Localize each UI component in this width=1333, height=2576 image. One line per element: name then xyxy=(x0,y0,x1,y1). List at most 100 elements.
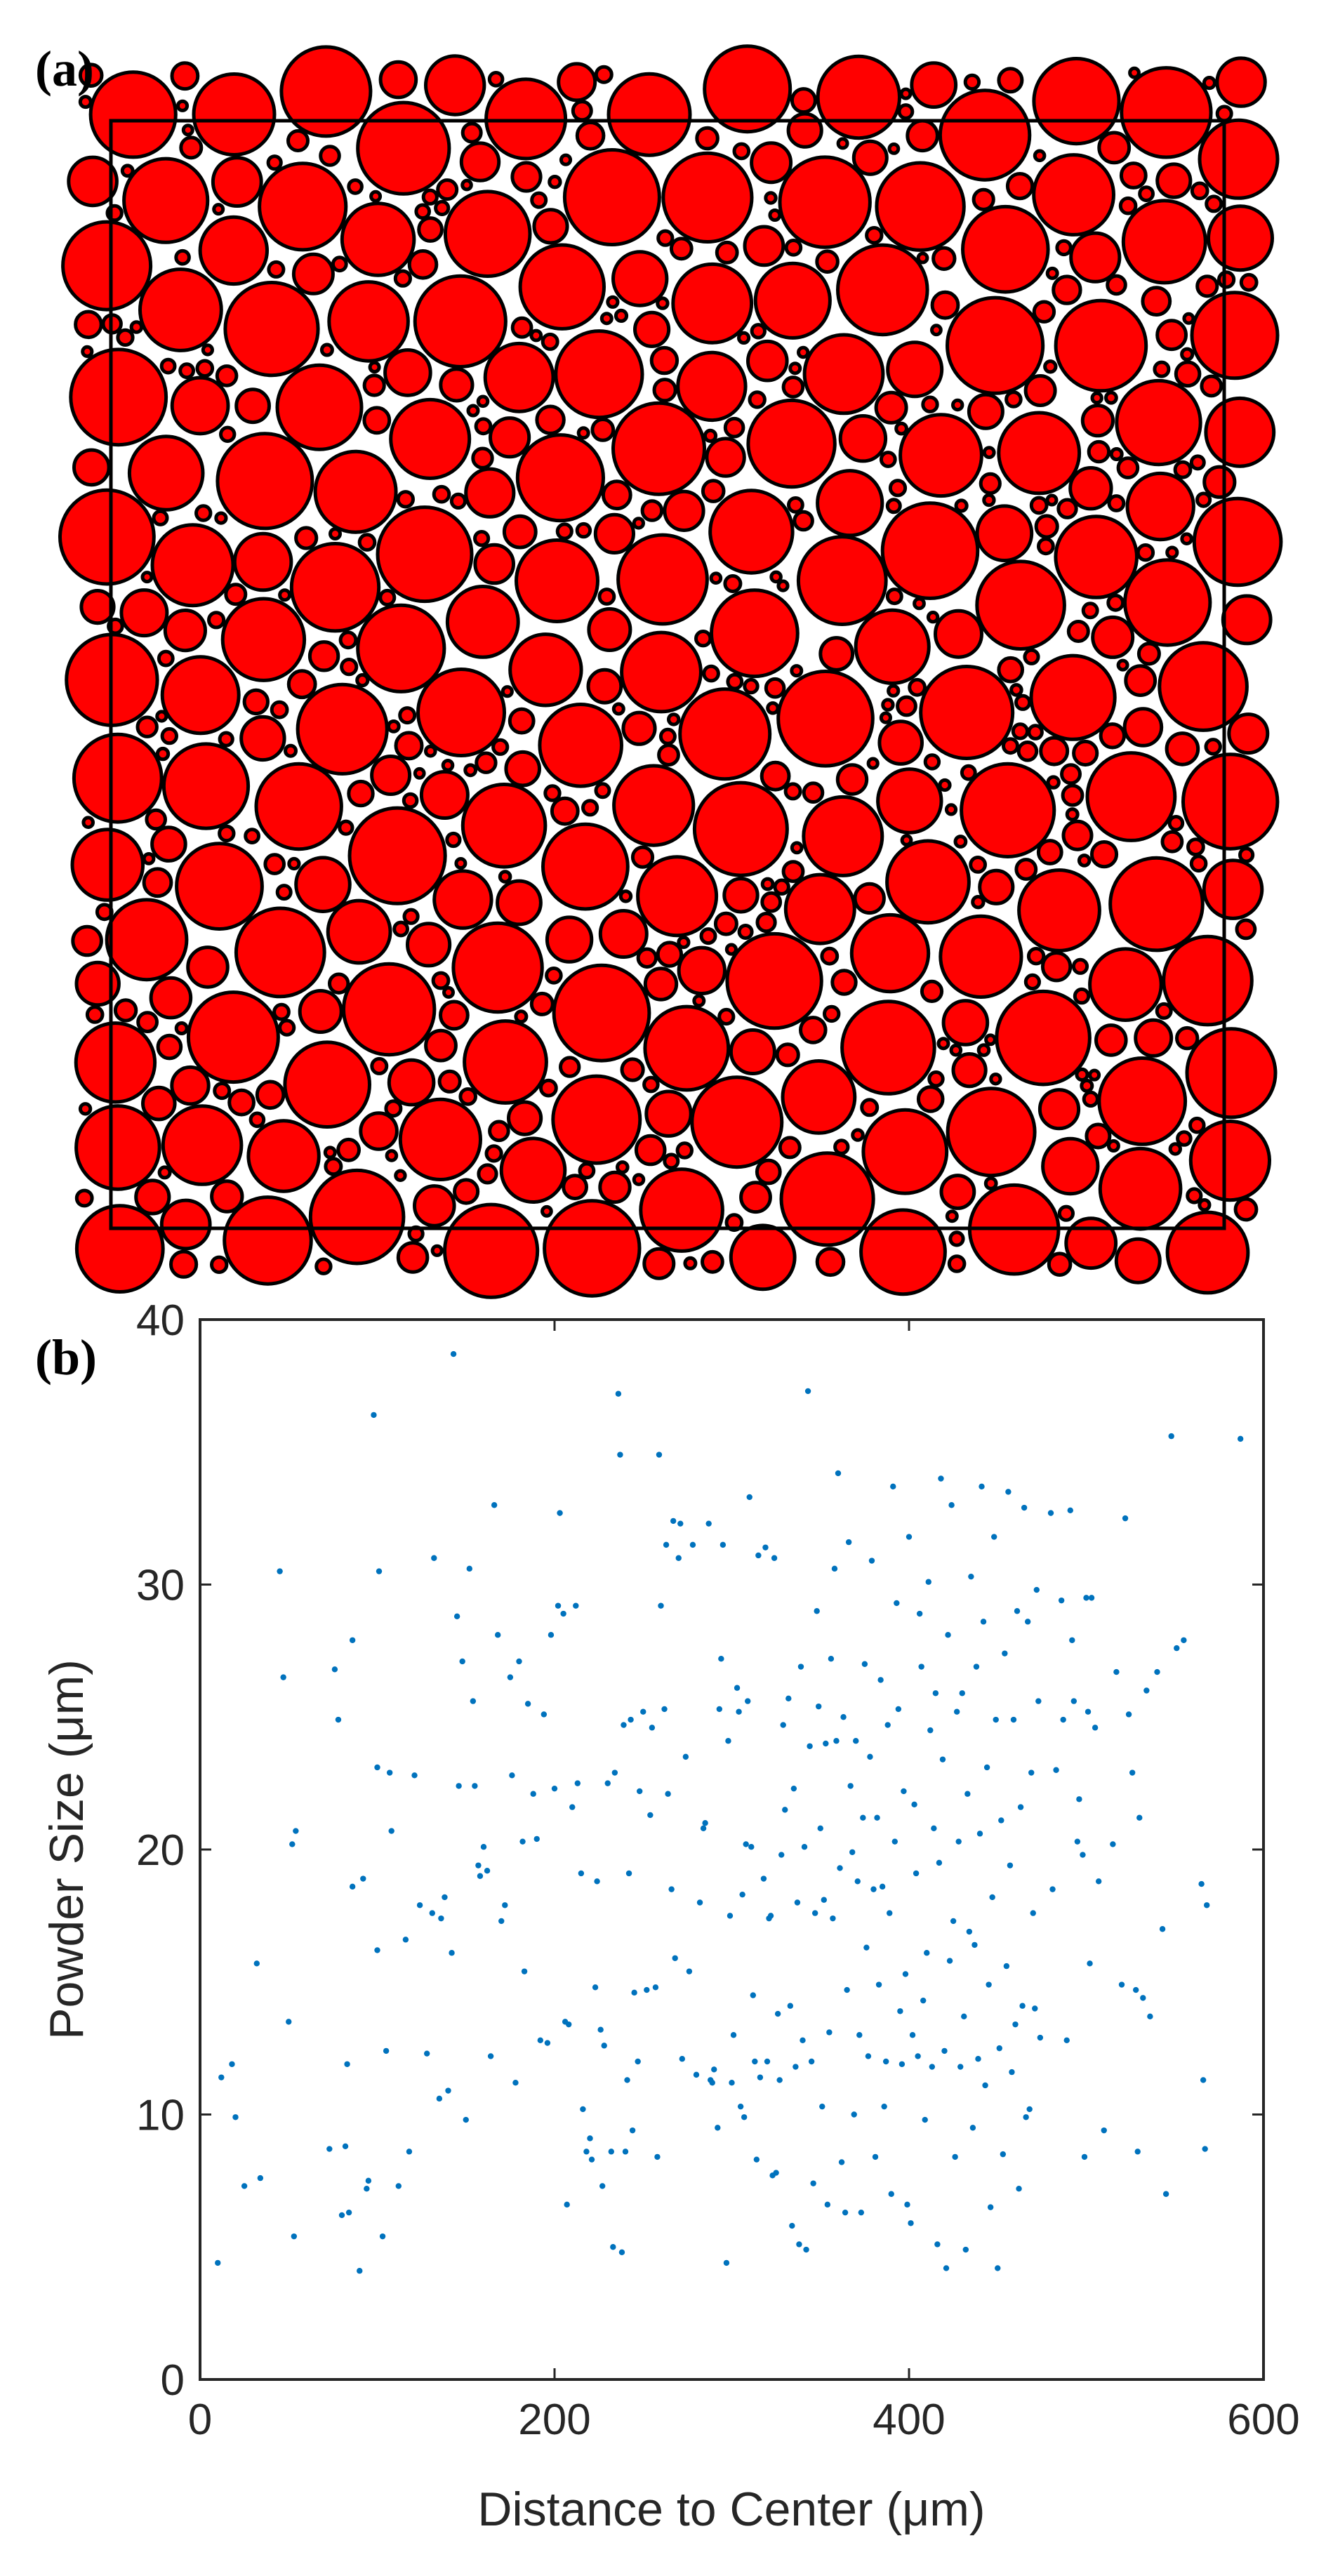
powder-particle xyxy=(788,361,802,376)
powder-particle xyxy=(750,141,793,185)
powder-particle xyxy=(611,401,706,496)
scatter-point xyxy=(631,1989,637,1996)
powder-particle xyxy=(489,416,531,459)
powder-particle xyxy=(874,390,908,425)
scatter-point xyxy=(854,1878,861,1885)
powder-particle xyxy=(768,208,782,222)
powder-particle xyxy=(224,583,248,606)
scatter-point xyxy=(502,1902,508,1908)
powder-particle xyxy=(1036,839,1063,865)
powder-particle xyxy=(644,1089,693,1138)
powder-particle xyxy=(1116,658,1129,672)
powder-particle xyxy=(545,915,594,964)
powder-particle xyxy=(413,274,508,369)
powder-particle xyxy=(586,668,623,705)
powder-particle xyxy=(1217,270,1236,289)
powder-particle xyxy=(1106,274,1127,296)
powder-particle xyxy=(266,154,283,171)
powder-particle xyxy=(1123,558,1212,647)
powder-particle xyxy=(156,1033,183,1061)
scatter-point xyxy=(587,2135,593,2142)
powder-particle xyxy=(515,433,606,523)
scatter-point xyxy=(277,1568,283,1574)
powder-particle xyxy=(119,588,169,638)
powder-particle xyxy=(885,839,971,925)
powder-particle xyxy=(1029,496,1049,515)
powder-particle xyxy=(552,963,651,1063)
scatter-point xyxy=(941,2047,948,2054)
scatter-point xyxy=(915,2053,921,2059)
scatter-point xyxy=(736,1708,742,1715)
powder-particle xyxy=(175,842,264,931)
scatter-point xyxy=(962,2246,969,2253)
scatter-point xyxy=(578,1870,585,1877)
powder-particle xyxy=(919,665,1015,760)
scatter-point xyxy=(470,1698,477,1704)
scatter-point xyxy=(894,1600,900,1607)
powder-particle xyxy=(234,906,326,999)
powder-particle xyxy=(931,246,957,271)
scatter-point xyxy=(491,1502,498,1508)
scatter-point xyxy=(966,1928,973,1935)
powder-particle xyxy=(1052,274,1082,305)
powder-particle xyxy=(865,226,884,245)
scatter-point xyxy=(524,1701,531,1707)
scatter-point xyxy=(1101,2127,1107,2134)
powder-particle xyxy=(500,685,514,698)
powder-particle xyxy=(1088,1068,1101,1082)
powder-particle xyxy=(387,1058,436,1107)
powder-particle xyxy=(1045,266,1059,280)
powder-particle xyxy=(982,446,996,459)
powder-particle xyxy=(790,87,817,114)
scatter-point xyxy=(882,2058,889,2065)
powder-particle xyxy=(255,1080,286,1110)
scatter-point xyxy=(342,2143,349,2149)
scatter-point xyxy=(908,2220,914,2226)
powder-particle xyxy=(169,1249,199,1279)
powder-particle xyxy=(1124,664,1158,697)
scatter-point xyxy=(621,1722,627,1728)
scatter-point xyxy=(661,1706,668,1713)
powder-particle xyxy=(510,161,543,193)
scatter-point xyxy=(573,1602,579,1609)
powder-particle xyxy=(326,898,392,965)
scatter-point xyxy=(1092,1725,1099,1731)
scatter-point xyxy=(901,1788,907,1795)
powder-particle xyxy=(113,998,138,1023)
powder-particle xyxy=(1032,57,1121,146)
powder-particle xyxy=(550,796,580,826)
x-tick-label: 600 xyxy=(1227,2396,1299,2444)
powder-particle xyxy=(1125,471,1195,542)
powder-particle xyxy=(887,684,901,698)
scatter-point xyxy=(911,1801,917,1808)
powder-particle xyxy=(88,70,178,159)
scatter-point xyxy=(826,2029,833,2036)
powder-particle xyxy=(930,290,960,320)
powder-particle xyxy=(946,296,1045,395)
scatter-point xyxy=(875,1981,882,1988)
powder-particle xyxy=(439,367,475,403)
powder-particle xyxy=(463,1019,548,1105)
scatter-point xyxy=(1053,1767,1059,1773)
powder-particle xyxy=(406,922,452,968)
powder-particle xyxy=(85,1005,105,1024)
powder-particle xyxy=(402,908,420,925)
powder-particle xyxy=(887,142,901,155)
scatter-point xyxy=(932,1690,939,1697)
powder-particle xyxy=(473,530,491,547)
scatter-point xyxy=(1076,1796,1082,1802)
powder-particle xyxy=(675,1141,694,1160)
powder-particle xyxy=(134,1179,171,1216)
scatter-point xyxy=(830,1915,836,1922)
powder-particle xyxy=(278,1018,296,1037)
powder-particle xyxy=(913,597,926,611)
powder-particle xyxy=(575,522,592,539)
powder-particle xyxy=(1207,204,1274,272)
powder-particle xyxy=(150,523,235,608)
powder-particle xyxy=(1175,1025,1200,1051)
powder-particle xyxy=(355,673,370,688)
powder-particle xyxy=(630,845,655,869)
powder-particle xyxy=(936,1037,950,1051)
scatter-point xyxy=(858,2209,865,2216)
powder-particle xyxy=(881,698,895,712)
